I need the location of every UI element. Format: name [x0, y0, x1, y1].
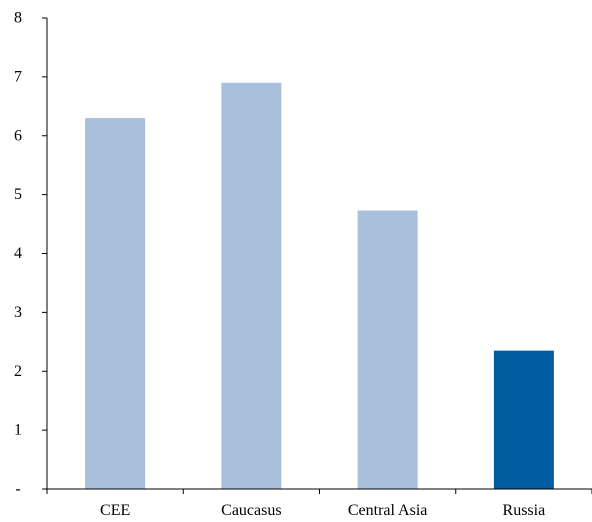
- y-tick-label: 1: [14, 422, 22, 439]
- y-tick-label: 3: [14, 304, 22, 321]
- y-tick-label: 8: [14, 10, 22, 27]
- bar-russia: [493, 350, 554, 489]
- y-tick-label: 5: [14, 186, 22, 203]
- x-category-label: Russia: [503, 502, 546, 519]
- y-tick-label: 2: [14, 363, 22, 380]
- x-category-label: Central Asia: [348, 502, 428, 519]
- bar-cee: [85, 118, 146, 490]
- y-tick-label: 4: [14, 245, 22, 262]
- y-tick-label: 6: [14, 127, 22, 144]
- bar-caucasus: [221, 82, 282, 489]
- x-ticks-group: CEE Caucasus Central Asia Russia: [46, 489, 592, 519]
- bar-central-asia: [357, 210, 418, 490]
- y-ticks-group: - 1 2 3 4 5 6 7 8: [14, 10, 47, 498]
- x-category-label: Caucasus: [221, 502, 281, 519]
- x-category-label: CEE: [100, 502, 130, 519]
- bars-group: [85, 82, 554, 490]
- y-tick-label: 7: [14, 68, 22, 85]
- y-tick-label: -: [15, 481, 20, 498]
